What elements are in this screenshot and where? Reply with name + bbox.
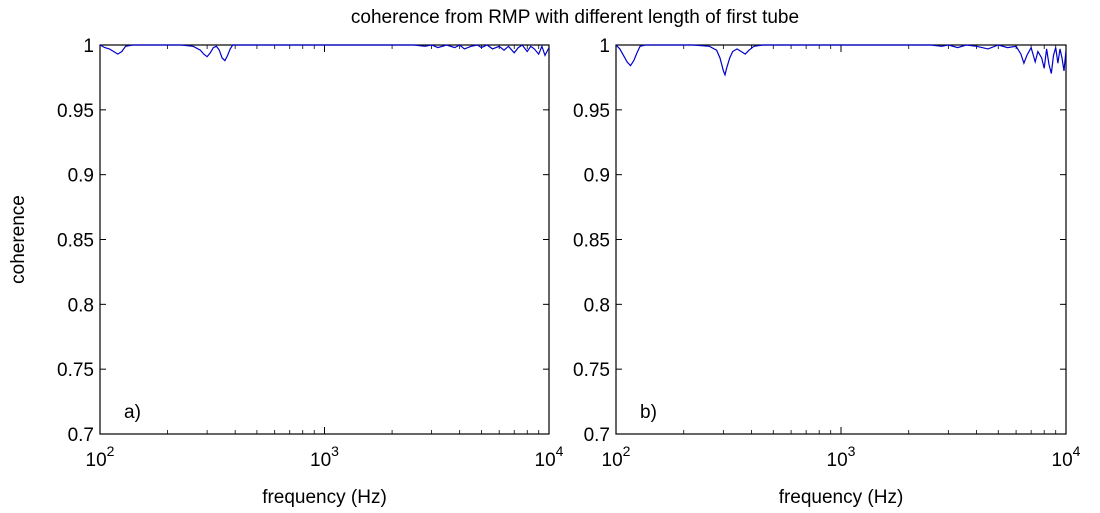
y-tick-label: 0.95 [57, 101, 94, 122]
x-tick-label: 104 [535, 443, 564, 471]
x-tick-label: 102 [602, 443, 631, 471]
y-tick-label: 0.75 [57, 360, 94, 381]
y-tick-label: 1 [83, 36, 94, 57]
x-tick-label: 102 [86, 443, 115, 471]
x-tick-label: 104 [1052, 443, 1081, 471]
x-tick-exponent: 4 [556, 443, 564, 459]
y-tick-label: 0.85 [57, 231, 94, 252]
x-tick-base: 10 [827, 450, 848, 471]
y-tick-label: 0.75 [573, 360, 610, 381]
panel-label: a) [124, 402, 141, 423]
y-tick-label: 0.95 [573, 101, 610, 122]
x-tick-exponent: 2 [107, 443, 115, 459]
x-tick-base: 10 [310, 450, 331, 471]
axes-frame [99, 44, 550, 435]
y-axis-label: coherence [8, 195, 29, 284]
y-tick-label: 0.7 [584, 425, 610, 446]
y-tick-label: 1 [599, 36, 610, 57]
x-tick-base: 10 [1052, 450, 1073, 471]
x-axis-label: frequency (Hz) [262, 487, 387, 508]
y-tick-label: 0.8 [68, 295, 94, 316]
x-tick-exponent: 3 [331, 443, 339, 459]
figure-title: coherence from RMP with different length… [351, 7, 799, 28]
x-axis-label: frequency (Hz) [779, 487, 904, 508]
axes-frame [615, 44, 1067, 435]
x-tick-base: 10 [535, 450, 556, 471]
x-tick-exponent: 3 [848, 443, 856, 459]
x-tick-base: 10 [602, 450, 623, 471]
coherence-line [616, 44, 1066, 77]
y-tick-label: 0.85 [573, 231, 610, 252]
y-tick-label: 0.9 [68, 166, 94, 187]
x-tick-label: 103 [310, 443, 339, 471]
y-tick-label: 0.8 [584, 295, 610, 316]
y-tick-label: 0.9 [584, 166, 610, 187]
x-tick-base: 10 [86, 450, 107, 471]
panel-label: b) [640, 402, 657, 423]
x-tick-exponent: 2 [623, 443, 631, 459]
x-tick-label: 103 [827, 443, 856, 471]
coherence-line [100, 44, 549, 62]
y-tick-label: 0.7 [68, 425, 94, 446]
x-tick-exponent: 4 [1073, 443, 1081, 459]
